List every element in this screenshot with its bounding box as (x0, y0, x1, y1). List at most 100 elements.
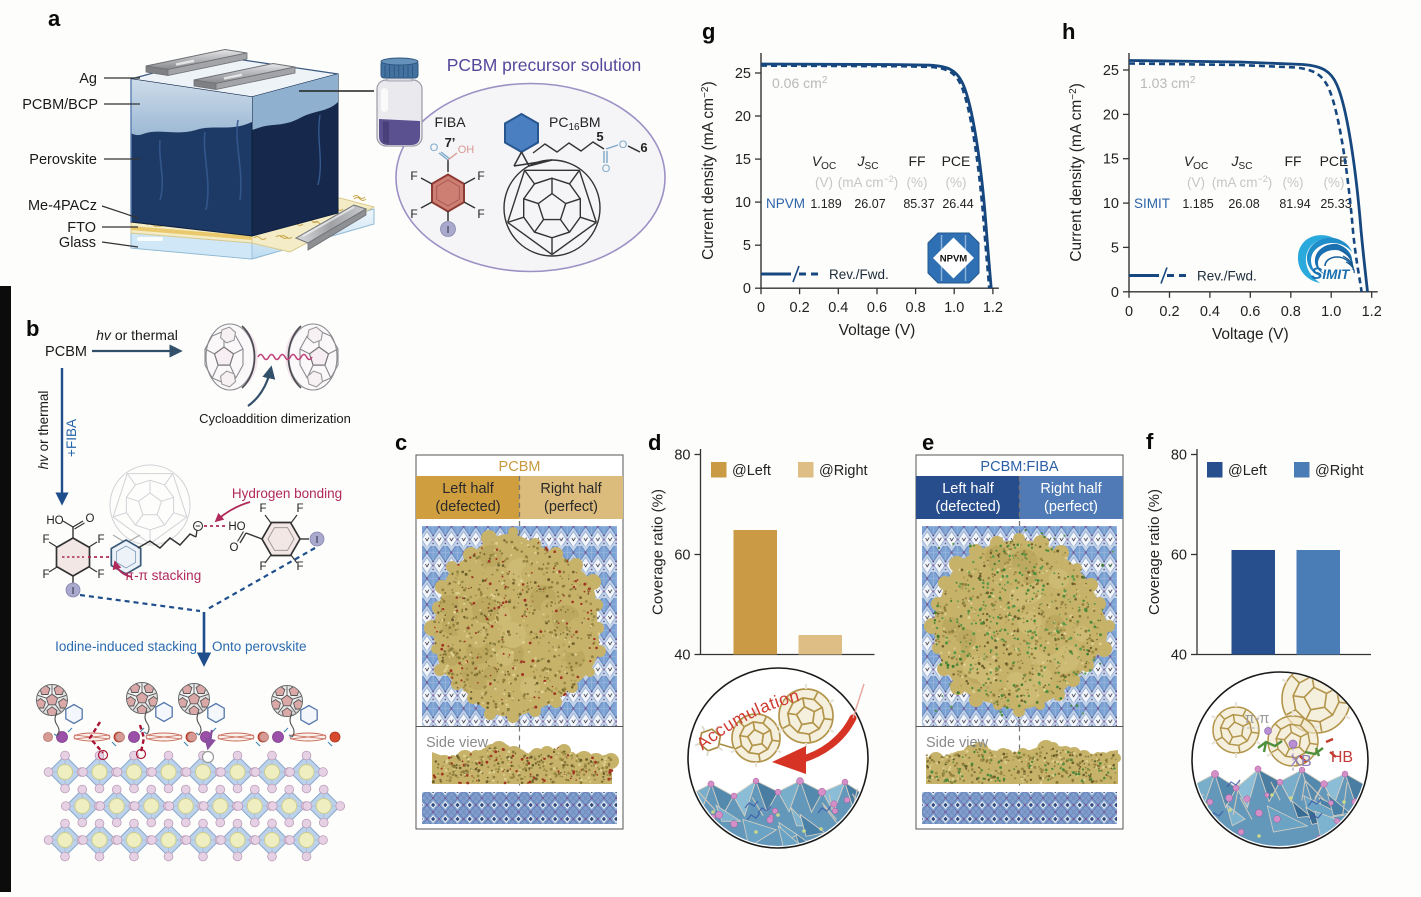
svg-text:25.33: 25.33 (1320, 197, 1351, 211)
svg-text:Side view: Side view (426, 735, 489, 751)
svg-text:6: 6 (640, 140, 647, 155)
svg-text:FIBA: FIBA (434, 114, 466, 130)
svg-text:80: 80 (1171, 448, 1187, 464)
svg-text:Cycloaddition dimerization: Cycloaddition dimerization (199, 411, 351, 426)
svg-text:HB: HB (1331, 749, 1353, 766)
svg-text:Right half: Right half (1040, 481, 1102, 497)
svg-text:20: 20 (1103, 107, 1119, 123)
svg-text:O: O (86, 513, 95, 525)
svg-text:26.44: 26.44 (942, 197, 973, 211)
svg-text:Left half: Left half (942, 481, 995, 497)
svg-text:0.4: 0.4 (1200, 304, 1220, 320)
svg-text:1.0: 1.0 (1321, 304, 1341, 320)
svg-text:I: I (316, 535, 319, 546)
svg-text:0.06 cm2: 0.06 cm2 (772, 75, 828, 92)
svg-text:F: F (296, 503, 303, 515)
svg-text:VOC: VOC (812, 153, 836, 172)
svg-text:g: g (702, 19, 715, 44)
svg-text:Perovskite: Perovskite (29, 152, 97, 168)
svg-text:15: 15 (1103, 152, 1119, 168)
svg-text:(%): (%) (907, 175, 928, 190)
svg-text:0: 0 (1125, 304, 1133, 320)
svg-text:Left half: Left half (442, 481, 495, 497)
svg-text:PCE: PCE (1320, 153, 1349, 169)
svg-text:JSC: JSC (1231, 153, 1253, 172)
svg-text:10: 10 (735, 195, 751, 211)
svg-text:F: F (97, 534, 104, 546)
svg-text:Hydrogen bonding: Hydrogen bonding (232, 486, 342, 501)
svg-text:26.07: 26.07 (854, 197, 885, 211)
svg-text:O: O (602, 163, 611, 175)
svg-text:NPVM: NPVM (940, 254, 968, 265)
svg-text:5: 5 (596, 129, 603, 144)
svg-text:+FIBA: +FIBA (64, 419, 79, 457)
svg-text:d: d (648, 430, 661, 455)
svg-text:f: f (1146, 429, 1154, 454)
svg-text:XB: XB (1290, 753, 1311, 770)
svg-text:@Right: @Right (1315, 463, 1364, 479)
svg-text:0.4: 0.4 (828, 300, 848, 316)
svg-text:20: 20 (735, 109, 751, 125)
svg-text:FTO: FTO (67, 220, 96, 236)
svg-text:@Right: @Right (819, 463, 868, 479)
svg-text:Current density (mA cm−2): Current density (mA cm−2) (1068, 83, 1086, 262)
svg-text:F: F (410, 207, 417, 221)
svg-text:JSC: JSC (857, 153, 879, 172)
svg-text:F: F (410, 169, 417, 183)
svg-text:81.94: 81.94 (1279, 197, 1310, 211)
svg-text:(perfect): (perfect) (1044, 499, 1098, 515)
svg-text:60: 60 (1171, 548, 1187, 564)
svg-text:hv or thermal: hv or thermal (96, 327, 178, 343)
svg-text:Rev./Fwd.: Rev./Fwd. (1197, 269, 1257, 284)
svg-text:PCBM: PCBM (45, 344, 87, 360)
svg-text:0: 0 (757, 300, 765, 316)
svg-text:Onto perovskite: Onto perovskite (212, 639, 307, 654)
svg-text:F: F (296, 561, 303, 573)
svg-text:0.8: 0.8 (1281, 304, 1301, 320)
svg-text:NPVM: NPVM (766, 196, 805, 211)
svg-text:HO: HO (46, 515, 63, 527)
svg-text:1.0: 1.0 (944, 300, 964, 316)
svg-text:10: 10 (1103, 196, 1119, 212)
svg-text:Iodine-induced stacking: Iodine-induced stacking (55, 639, 197, 654)
svg-text:25: 25 (735, 66, 751, 82)
svg-text:HO: HO (228, 521, 245, 533)
svg-text:Voltage (V): Voltage (V) (1212, 326, 1289, 343)
svg-text:Me-4PACz: Me-4PACz (28, 198, 97, 214)
svg-text:0: 0 (743, 281, 751, 297)
svg-text:a: a (48, 6, 61, 31)
svg-text:VOC: VOC (1184, 153, 1208, 172)
svg-text:Glass: Glass (59, 235, 96, 251)
svg-text:Right half: Right half (540, 481, 602, 497)
svg-text:PC16BM: PC16BM (549, 114, 601, 133)
svg-text:FF: FF (908, 153, 925, 169)
svg-text:25: 25 (1103, 63, 1119, 79)
svg-text:40: 40 (1171, 648, 1187, 664)
svg-text:FF: FF (1284, 153, 1301, 169)
svg-text:Current density (mA cm−2): Current density (mA cm−2) (700, 81, 718, 260)
svg-text:(%): (%) (946, 175, 967, 190)
svg-text:0.6: 0.6 (867, 300, 887, 316)
svg-text:SIMIT: SIMIT (1311, 264, 1351, 283)
svg-text:0.6: 0.6 (1240, 304, 1260, 320)
svg-text:15: 15 (735, 152, 751, 168)
svg-text:O: O (230, 542, 239, 554)
svg-text:1.185: 1.185 (1182, 197, 1213, 211)
svg-text:1.2: 1.2 (983, 300, 1003, 316)
svg-text:Coverage ratio (%): Coverage ratio (%) (1146, 489, 1163, 615)
svg-text:26.08: 26.08 (1228, 197, 1259, 211)
svg-text:OH: OH (458, 144, 475, 156)
svg-text:PCBM/BCP: PCBM/BCP (22, 97, 98, 113)
svg-text:0.8: 0.8 (906, 300, 926, 316)
svg-text:π-π stacking: π-π stacking (125, 568, 201, 583)
svg-text:0.2: 0.2 (1159, 304, 1179, 320)
svg-text:I: I (72, 586, 75, 597)
svg-text:1.2: 1.2 (1362, 304, 1382, 320)
svg-text:0: 0 (1111, 285, 1119, 301)
svg-text:PCBM: PCBM (499, 459, 541, 475)
svg-text:F: F (477, 169, 484, 183)
svg-text:7’: 7’ (445, 135, 456, 150)
svg-text:60: 60 (674, 548, 690, 564)
svg-text:@Left: @Left (1228, 463, 1267, 479)
svg-text:(V): (V) (815, 175, 833, 190)
